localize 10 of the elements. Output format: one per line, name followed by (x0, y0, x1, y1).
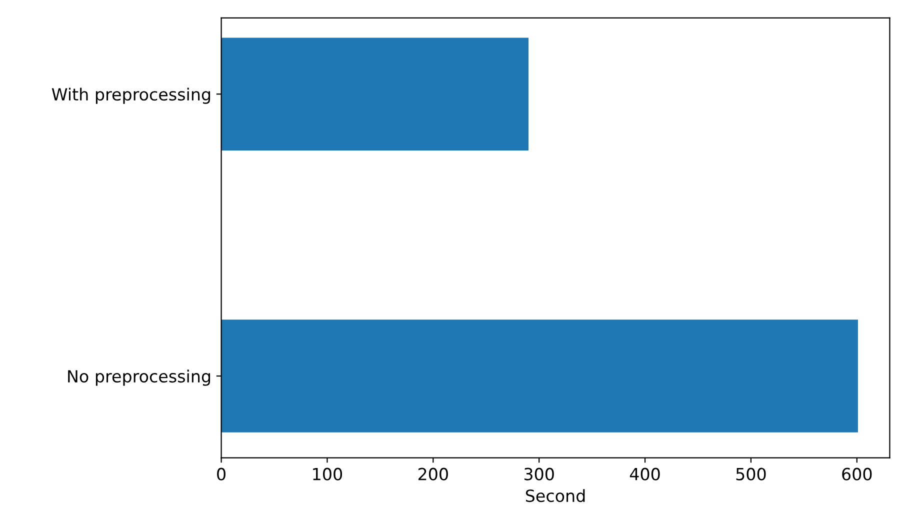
x-tick-label: 200 (418, 468, 448, 480)
y-tick-label: With preprocessing (52, 88, 210, 104)
x-tick-label: 100 (313, 468, 342, 480)
x-tick-label: 0 (217, 468, 226, 480)
y-tick-label: No preprocessing (68, 370, 210, 386)
x-tick-label: 300 (524, 468, 554, 480)
x-tick-label: 500 (736, 468, 766, 480)
x-tick-label: 600 (842, 468, 872, 480)
x-tick-label: 400 (630, 468, 660, 480)
x-axis-title: Second (526, 489, 585, 502)
